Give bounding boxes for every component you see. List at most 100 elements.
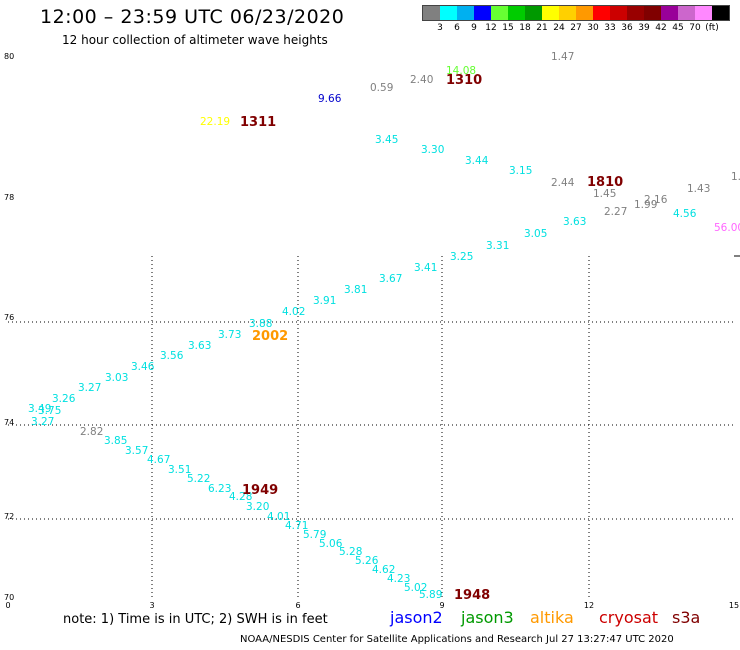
color-swatch [559,6,576,20]
swh-label: 3.30 [421,144,444,156]
swh-label: 3.27 [78,382,101,394]
color-legend-label: 12 [485,23,497,33]
pass-time-layer: 1311 1310 1810 2002 1949 1948 [240,73,623,603]
y-tick-label: 72 [4,512,14,521]
swh-label: 3.57 [125,445,148,457]
swh-label: 5.79 [303,529,326,541]
color-legend-label: 36 [621,23,633,33]
swh-label: 5.22 [187,473,210,485]
swh-label: 3.44 [465,155,489,167]
swh-label: 3.45 [375,134,398,146]
swh-label: 5.26 [355,555,379,567]
color-swatch [525,6,542,20]
swh-label: 5.02 [404,582,427,594]
color-legend-label: 6 [454,23,460,33]
color-legend-label: 21 [536,23,548,33]
swh-label: 2.40 [410,74,433,86]
swh-label-layer: 22.19 9.66 0.59 2.40 14.08 1.47 3.45 3.30 3.44 3.… [28,51,740,601]
map-grid [8,256,734,598]
swh-label: 6.23 [208,483,231,495]
swh-label: 3.41 [414,262,437,274]
footer-note: note: 1) Time is in UTC; 2) SWH is in fe… [63,612,328,627]
swh-label: 1.99 [634,199,657,211]
satellite-legend-s3a: s3a [672,608,701,627]
x-tick-label: 3 [149,601,154,610]
color-legend-swatches [422,5,730,21]
swh-label: 3.46 [131,361,155,373]
color-legend-label: 18 [519,23,531,33]
swh-label: 3.56 [160,350,184,362]
color-swatch [457,6,474,20]
satellite-legend-jason3: jason3 [461,608,514,627]
pass-time-label: 1311 [240,115,276,130]
swh-label: 3.27 [31,416,54,428]
swh-label: 5.06 [319,538,343,550]
swh-label: 3.81 [344,284,367,296]
color-swatch [678,6,695,20]
swh-label: 4.01 [267,511,290,523]
color-swatch [576,6,593,20]
swh-label: 3.03 [105,372,128,384]
swh-label: 3.26 [52,393,76,405]
y-tick-label: 70 [4,593,14,602]
color-legend-label: 27 [570,23,582,33]
footer-credit: NOAA/NESDIS Center for Satellite Applica… [240,634,674,645]
swh-label: 2.27 [604,206,627,218]
color-legend-label: 33 [604,23,616,33]
swh-label: 3.63 [188,340,211,352]
swh-label: 0.59 [370,82,393,94]
page-title: 12:00 – 23:59 UTC 06/23/2020 [40,6,345,28]
swh-label: 4.28 [229,491,252,503]
swh-label: 4.23 [387,573,410,585]
swh-label: 4.62 [372,564,395,576]
color-legend-label: 3 [437,23,443,33]
swh-label: 3.05 [524,228,547,240]
pass-time-label: 1310 [446,73,482,88]
swh-label: 3.63 [563,216,586,228]
x-tick-label: 6 [295,601,300,610]
color-legend-label: (ft) [705,23,719,33]
swh-label: 3.85 [104,435,127,447]
swh-label: 2.82 [80,426,103,438]
color-legend-label: 45 [672,23,684,33]
swh-label: 56.00 [714,222,740,234]
swh-label: 4.56 [673,208,697,220]
pass-time-label: 1810 [587,175,623,190]
pass-time-label: 1948 [454,588,490,603]
y-tick-label: 76 [4,313,14,322]
swh-label: 1.47 [551,51,574,63]
swh-label: 1.43 [687,183,710,195]
map-axis-ticks: 0 3 6 9 12 15 80 78 76 74 72 70 [4,52,739,610]
swh-label: 3.20 [246,501,269,513]
x-tick-label: 9 [439,601,444,610]
swh-label: 14.08 [446,65,476,77]
color-legend-label: 39 [638,23,650,33]
color-legend-label: 24 [553,23,565,33]
color-swatch [423,6,440,20]
swh-label: 9.66 [318,93,342,105]
color-legend-label: 70 [689,23,701,33]
color-swatch [610,6,627,20]
swh-label: 1. [731,171,740,183]
x-tick-label: 15 [729,601,739,610]
color-legend-label: 9 [471,23,477,33]
satellite-legend-cryosat: cryosat [599,608,659,627]
swh-label: 2.44 [551,177,575,189]
swh-label: 3.31 [486,240,509,252]
color-swatch [695,6,712,20]
swh-label: 22.19 [200,116,230,128]
color-swatch [440,6,457,20]
swh-label: 3.51 [168,464,191,476]
color-swatch [627,6,644,20]
y-tick-label: 74 [4,418,14,427]
color-legend-label: 30 [587,23,599,33]
color-swatch [542,6,559,20]
swh-label: 3.15 [509,165,532,177]
x-tick-label: 12 [584,601,594,610]
color-swatch [491,6,508,20]
swh-label: 3.73 [218,329,241,341]
swh-label: 5.89 [419,589,442,601]
x-tick-label: 0 [5,601,10,610]
swh-label: 3.75 [38,405,61,417]
swh-label: 5.28 [339,546,362,558]
